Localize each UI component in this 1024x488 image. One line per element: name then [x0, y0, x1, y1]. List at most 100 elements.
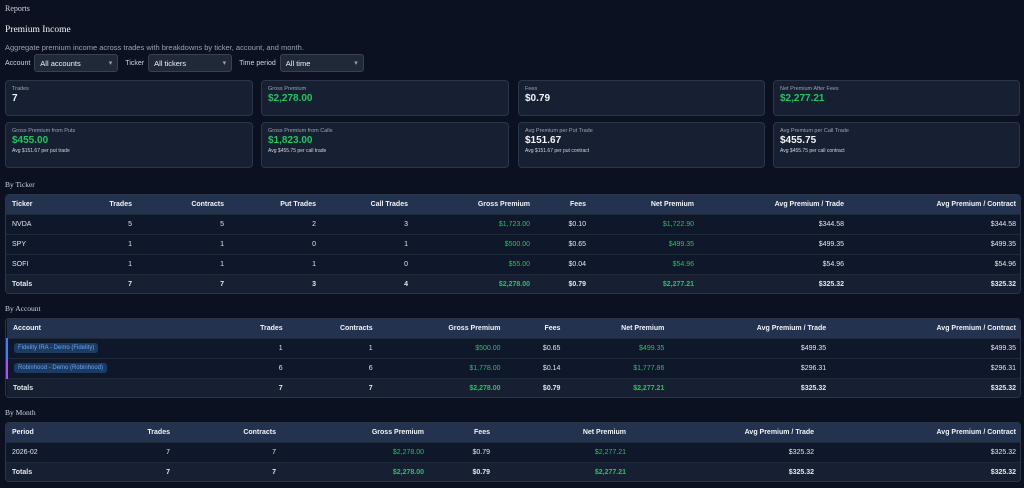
ticker-cell: SOFI	[6, 253, 66, 274]
table-cell: $325.32	[832, 377, 1020, 397]
column-header[interactable]: Account	[7, 319, 197, 338]
ticker-table: Ticker Trades Contracts Put Trades Call …	[6, 195, 1020, 293]
table-row: Robinhood - Demo (Robinhood) 6 6 $1,778.…	[6, 357, 1020, 378]
account-select[interactable]: All accounts ▾	[34, 54, 119, 72]
table-header-row: Period Trades Contracts Gross Premium Fe…	[6, 423, 1020, 442]
table-cell: 3	[322, 213, 414, 234]
column-header[interactable]: Avg Premium / Trade	[700, 195, 850, 214]
card-sub: Avg $151.67 per put trade	[12, 148, 70, 154]
chevron-down-icon: ▾	[354, 60, 358, 67]
column-header[interactable]: Put Trades	[230, 195, 322, 214]
table-cell: $0.79	[506, 377, 567, 397]
card-value: $455.00	[12, 135, 49, 146]
table-cell: 7	[66, 273, 138, 293]
table-cell: $54.96	[700, 253, 850, 274]
column-header[interactable]: Avg Premium / Trade	[670, 319, 833, 338]
column-header[interactable]: Avg Premium / Contract	[832, 319, 1020, 338]
column-header[interactable]: Gross Premium	[414, 195, 536, 214]
column-header[interactable]: Ticker	[6, 195, 66, 214]
column-header[interactable]: Call Trades	[322, 195, 414, 214]
table-cell: $325.32	[700, 273, 850, 293]
card-label: Gross Premium from Puts	[12, 128, 76, 134]
column-header[interactable]: Net Premium	[566, 319, 671, 338]
table-cell: 1	[138, 233, 230, 254]
period-select-value: All time	[285, 58, 311, 68]
column-header[interactable]: Contracts	[138, 195, 230, 214]
table-cell: $2,278.00	[414, 273, 536, 293]
card-sub: Avg $151.67 per put contract	[525, 148, 590, 154]
ticker-cell: SPY	[6, 233, 66, 254]
column-header[interactable]: Gross Premium	[378, 319, 507, 338]
page-subtitle: Aggregate premium income across trades w…	[5, 43, 304, 52]
period-select[interactable]: All time ▾	[279, 54, 364, 72]
account-badge[interactable]: Fidelity IRA - Demo (Fidelity)	[14, 343, 99, 353]
table-cell: $0.65	[536, 233, 592, 254]
ticker-cell: NVDA	[6, 213, 66, 234]
account-filter-label: Account	[5, 59, 31, 67]
table-cell: $2,277.21	[592, 273, 700, 293]
card-value: $1,823.00	[268, 135, 313, 146]
column-header[interactable]: Avg Premium / Contract	[850, 195, 1020, 214]
account-select-value: All accounts	[40, 58, 81, 68]
card-sub: Avg $455.75 per call contract	[780, 148, 845, 154]
column-header[interactable]: Period	[6, 423, 96, 442]
period-filter-label: Time period	[239, 59, 276, 67]
column-header[interactable]: Trades	[196, 319, 289, 338]
card-label: Gross Premium	[268, 86, 307, 92]
column-header[interactable]: Avg Premium / Trade	[632, 423, 820, 442]
table-cell: $500.00	[414, 233, 536, 254]
table-row: SPY 1 1 0 1 $500.00 $0.65 $499.35 $499.3…	[6, 233, 1020, 254]
table-cell: $296.31	[832, 357, 1020, 378]
card-value: 7	[12, 93, 18, 104]
column-header[interactable]: Fees	[536, 195, 592, 214]
card-gross-premium: Gross Premium $2,278.00	[261, 80, 509, 116]
totals-row: Totals 7 7 $2,278.00 $0.79 $2,277.21 $32…	[6, 461, 1020, 481]
card-label: Trades	[12, 86, 29, 92]
card-sub: Avg $455.75 per call trade	[268, 148, 327, 154]
column-header[interactable]: Contracts	[176, 423, 282, 442]
table-cell: $1,723.00	[414, 213, 536, 234]
column-header[interactable]: Fees	[506, 319, 567, 338]
column-header[interactable]: Trades	[96, 423, 176, 442]
table-cell: 0	[230, 233, 322, 254]
table-header-row: Ticker Trades Contracts Put Trades Call …	[6, 195, 1020, 214]
card-label: Avg Premium per Put Trade	[525, 128, 593, 134]
column-header[interactable]: Net Premium	[592, 195, 700, 214]
table-cell: 5	[138, 213, 230, 234]
table-cell: $0.04	[536, 253, 592, 274]
table-cell: 7	[96, 461, 176, 481]
card-avg-put: Avg Premium per Put Trade $151.67 Avg $1…	[518, 122, 765, 168]
column-header[interactable]: Gross Premium	[282, 423, 430, 442]
column-header[interactable]: Net Premium	[496, 423, 632, 442]
column-header[interactable]: Avg Premium / Contract	[820, 423, 1020, 442]
column-header[interactable]: Trades	[66, 195, 138, 214]
table-cell: 5	[66, 213, 138, 234]
card-label: Fees	[525, 86, 538, 92]
column-header[interactable]: Fees	[430, 423, 496, 442]
account-cell: Robinhood - Demo (Robinhood)	[6, 357, 197, 378]
card-trades: Trades 7	[5, 80, 253, 116]
table-cell: $1,722.90	[592, 213, 700, 234]
ticker-filter-label: Ticker	[125, 59, 145, 67]
ticker-table-wrap: Ticker Trades Contracts Put Trades Call …	[5, 194, 1021, 294]
table-cell: $0.79	[536, 273, 592, 293]
card-gross-puts: Gross Premium from Puts $455.00 Avg $151…	[5, 122, 253, 168]
ticker-select[interactable]: All tickers ▾	[148, 54, 233, 72]
table-cell: $54.96	[592, 253, 700, 274]
totals-row: Totals 7 7 3 4 $2,278.00 $0.79 $2,277.21…	[6, 273, 1020, 293]
table-cell: $2,278.00	[282, 461, 430, 481]
totals-label: Totals	[6, 461, 96, 481]
column-header[interactable]: Contracts	[288, 319, 379, 338]
table-cell: $2,278.00	[282, 441, 430, 462]
table-header-row: Account Trades Contracts Gross Premium F…	[7, 319, 1020, 338]
card-value: $0.79	[525, 93, 551, 104]
table-cell: $1,777.86	[566, 357, 671, 378]
section-title-by-month: By Month	[5, 408, 36, 417]
account-badge[interactable]: Robinhood - Demo (Robinhood)	[14, 363, 108, 373]
page-title: Premium Income	[5, 25, 71, 35]
section-title-by-account: By Account	[5, 304, 41, 313]
table-cell: $499.35	[566, 337, 671, 358]
table-cell: $499.35	[832, 337, 1020, 358]
card-net-premium: Net Premium After Fees $2,277.21	[773, 80, 1020, 116]
table-cell: $325.32	[820, 441, 1020, 462]
